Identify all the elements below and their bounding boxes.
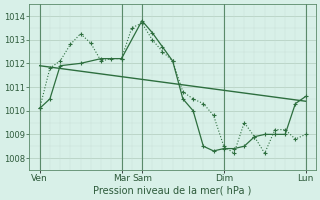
X-axis label: Pression niveau de la mer( hPa ): Pression niveau de la mer( hPa ) [93, 186, 252, 196]
